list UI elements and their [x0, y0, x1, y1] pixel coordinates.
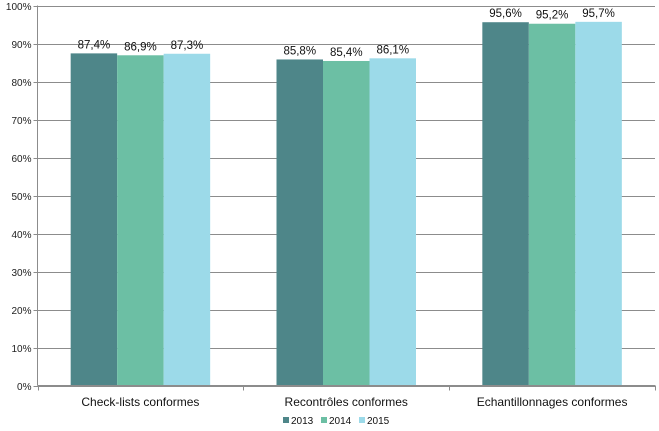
legend-label-2014: 2014 [329, 416, 352, 427]
legend-swatch-2013 [283, 417, 289, 423]
y-tick-label: 50% [11, 192, 31, 203]
bars [70, 21, 622, 386]
legend-label-2013: 2013 [291, 416, 314, 427]
bar-2014-1 [117, 55, 164, 386]
legend: 2013 2014 2015 [283, 416, 390, 427]
y-tick-label: 60% [11, 154, 31, 165]
y-tick-label: 100% [6, 2, 32, 13]
data-label-2015-2: 86,1% [376, 44, 409, 56]
x-axis-categories: Check-lists conformes Recontrôles conform… [81, 395, 627, 409]
data-labels: 87,4% 86,9% 87,3% 85,8% 85,4% 86,1% 95,6% 95,2%… [78, 8, 615, 59]
data-label-2014-2: 85,4% [330, 47, 363, 59]
bar-2014-2 [323, 60, 370, 386]
bar-2015-3 [575, 21, 622, 386]
bar-2014-3 [528, 23, 576, 386]
bar-2013-3 [482, 22, 529, 386]
y-axis-ticks: 0% 10% 20% 30% 40% 50% 60% 70% 80% 90% 100% [6, 2, 38, 393]
x-category-label: Check-lists conformes [81, 395, 199, 409]
legend-swatch-2014 [321, 417, 327, 423]
data-label-2014-1: 86,9% [124, 41, 157, 53]
axes [37, 5, 656, 391]
y-tick-label: 0% [17, 382, 32, 393]
y-tick-label: 30% [11, 268, 31, 279]
y-tick-label: 10% [11, 344, 31, 355]
x-category-label: Recontrôles conformes [285, 395, 408, 409]
data-label-2013-1: 87,4% [78, 39, 111, 51]
bar-2013-1 [70, 53, 118, 386]
y-tick-label: 90% [11, 40, 31, 51]
y-tick-label: 40% [11, 230, 31, 241]
y-tick-label: 70% [11, 116, 31, 127]
legend-swatch-2015 [359, 417, 365, 423]
y-tick-label: 20% [11, 306, 31, 317]
data-label-2015-3: 95,7% [582, 8, 615, 20]
data-label-2013-2: 85,8% [283, 45, 316, 57]
bar-2013-2 [276, 59, 323, 386]
legend-label-2015: 2015 [367, 416, 390, 427]
bar-2015-1 [163, 53, 211, 386]
data-label-2014-3: 95,2% [536, 10, 569, 22]
data-label-2015-1: 87,3% [171, 40, 204, 52]
bar-2015-2 [369, 58, 416, 386]
data-label-2013-3: 95,6% [489, 8, 522, 20]
y-tick-label: 80% [11, 78, 31, 89]
x-category-label: Echantillonnages conformes [477, 395, 628, 409]
